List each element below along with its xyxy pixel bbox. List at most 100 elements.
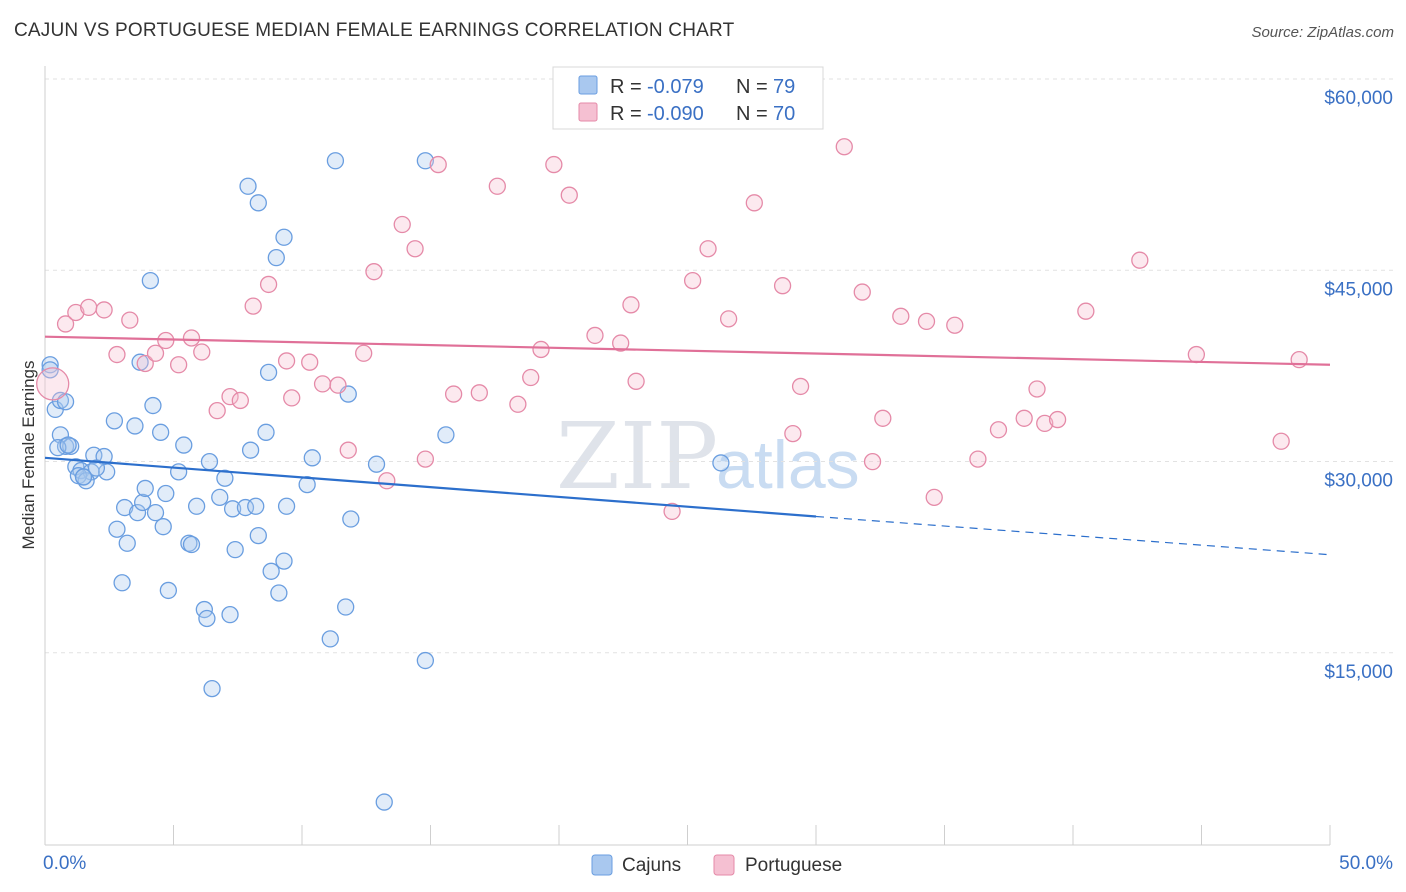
point-portuguese — [791, 377, 810, 396]
point-cajuns — [200, 452, 219, 471]
point-portuguese — [835, 138, 853, 156]
point-cajuns — [118, 534, 136, 552]
point-portuguese — [283, 389, 301, 407]
point-cajuns — [416, 152, 435, 170]
point-portuguese — [699, 240, 717, 258]
y-tick-labels: $60,000 $45,000 $30,000 $15,000 — [1324, 88, 1393, 683]
point-cajuns — [126, 417, 144, 435]
point-portuguese — [365, 263, 383, 281]
chart-title: CAJUN VS PORTUGUESE MEDIAN FEMALE EARNIN… — [14, 20, 735, 41]
point-portuguese — [244, 297, 262, 315]
x-tick-label-min: 0.0% — [43, 853, 86, 874]
source-label: Source: ZipAtlas.com — [1251, 24, 1394, 41]
bottom-legend-swatch-portuguese — [713, 854, 735, 876]
point-cajuns — [157, 484, 175, 503]
point-portuguese — [509, 395, 527, 413]
point-portuguese — [663, 502, 681, 521]
point-portuguese — [429, 155, 447, 174]
y-tick-label-45000: $45,000 — [1324, 279, 1393, 300]
legend-swatch-portuguese — [578, 102, 598, 122]
point-cajuns — [259, 363, 278, 382]
bottom-legend-portuguese: Portuguese — [745, 855, 842, 876]
point-portuguese — [1077, 302, 1095, 320]
bottom-legend-cajuns: Cajuns — [622, 855, 681, 876]
point-cajuns — [59, 436, 77, 454]
point-portuguese — [612, 334, 630, 352]
point-cajuns — [113, 574, 131, 592]
point-cajuns — [221, 606, 239, 624]
point-cajuns — [49, 438, 67, 457]
point-portuguese — [532, 340, 550, 359]
point-cajuns — [105, 412, 124, 430]
point-cajuns — [128, 504, 147, 522]
gridlines — [45, 78, 1393, 654]
point-cajuns — [211, 488, 229, 507]
point-cajuns — [169, 463, 188, 481]
point-cajuns — [144, 396, 162, 415]
point-cajuns — [247, 497, 265, 515]
point-cajuns — [108, 520, 126, 538]
point-cajuns — [216, 469, 234, 487]
watermark-zip: ZIP — [556, 403, 718, 510]
point-portuguese — [989, 421, 1008, 439]
point-portuguese — [745, 194, 763, 212]
legend-n-value-portuguese: 70 — [773, 103, 795, 125]
point-cajuns — [712, 454, 730, 472]
point-cajuns — [303, 449, 321, 467]
point-portuguese — [1131, 251, 1149, 269]
point-cajuns — [203, 679, 221, 698]
legend-swatch-cajuns — [578, 75, 598, 95]
point-portuguese — [488, 177, 506, 195]
x-tick-labels: 0.0% 50.0% — [43, 853, 1393, 874]
legend-n-label-cajuns: N = — [736, 76, 768, 98]
point-cajuns — [298, 475, 316, 494]
point-cajuns — [175, 436, 193, 454]
point-portuguese — [925, 488, 943, 507]
trend-line-portuguese — [44, 335, 1331, 366]
point-cajuns — [223, 500, 242, 518]
trend-line-extension-cajuns — [815, 515, 1331, 556]
point-cajuns — [249, 194, 267, 212]
point-portuguese — [378, 472, 396, 490]
point-portuguese — [329, 376, 347, 394]
point-portuguese — [67, 303, 85, 322]
series-legend: Cajuns Portuguese — [591, 854, 842, 876]
point-cajuns — [275, 228, 293, 246]
point-cajuns — [198, 609, 216, 628]
point-cajuns — [437, 426, 455, 444]
y-axis-label: Median Female Earnings — [19, 361, 38, 550]
point-portuguese — [1036, 414, 1054, 433]
point-portuguese — [393, 215, 411, 234]
trend-line-cajuns — [44, 456, 817, 518]
point-cajuns — [74, 468, 93, 486]
point-cajuns — [367, 455, 386, 473]
point-portuguese — [169, 356, 188, 374]
point-portuguese — [416, 450, 435, 468]
point-portuguese — [683, 271, 702, 290]
point-portuguese — [969, 450, 987, 468]
point-portuguese — [108, 345, 126, 364]
legend-r-value-cajuns: -0.079 — [647, 76, 704, 98]
point-cajuns — [226, 540, 244, 559]
point-cajuns — [326, 152, 345, 170]
point-portuguese — [1272, 432, 1290, 450]
point-portuguese — [182, 329, 201, 347]
point-portuguese — [1028, 380, 1046, 398]
point-cajuns — [154, 518, 172, 536]
point-portuguese — [301, 353, 319, 371]
point-portuguese — [121, 311, 139, 329]
point-portuguese — [36, 367, 70, 401]
y-tick-label-30000: $30,000 — [1324, 471, 1393, 492]
correlation-legend: R = -0.079 N = 79 R = -0.090 N = 70 — [552, 66, 824, 130]
point-portuguese — [1015, 409, 1033, 427]
point-portuguese — [560, 186, 578, 204]
point-portuguese — [1187, 345, 1206, 364]
point-portuguese — [231, 391, 249, 410]
point-cajuns — [262, 562, 280, 580]
point-portuguese — [208, 401, 226, 420]
bottom-legend-swatch-cajuns — [591, 854, 613, 876]
point-portuguese — [56, 315, 75, 333]
point-portuguese — [80, 298, 98, 317]
point-cajuns — [249, 526, 267, 545]
point-cajuns — [159, 581, 178, 600]
